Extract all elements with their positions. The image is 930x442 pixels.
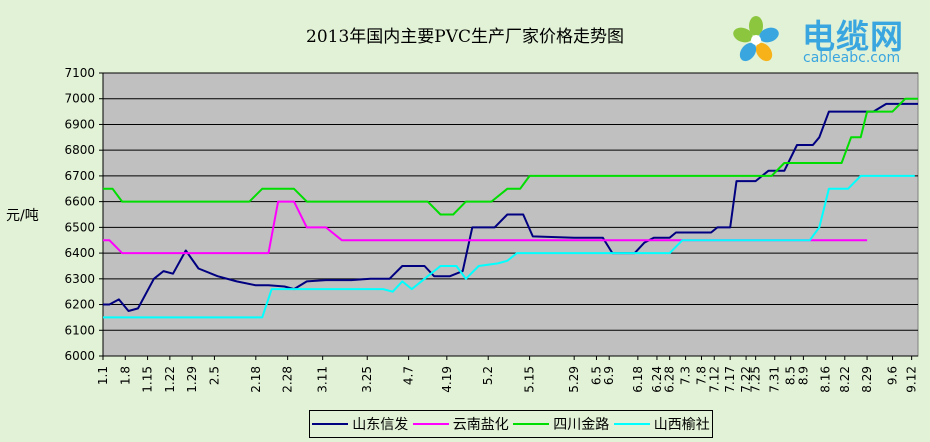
y-tick-label: 6900 <box>64 117 95 131</box>
x-tick-label: 1.15 <box>141 366 155 393</box>
chart-legend: 山东信发 云南盐化 四川金路 山西榆社 <box>309 410 713 438</box>
y-tick-label: 6200 <box>64 298 95 312</box>
legend-label: 云南盐化 <box>452 417 509 433</box>
y-tick-label: 6500 <box>64 220 95 234</box>
y-tick-label: 6100 <box>64 323 95 337</box>
legend-swatch <box>613 423 650 425</box>
x-tick-label: 7.25 <box>749 366 763 393</box>
logo-url: cableabc.com <box>803 50 901 66</box>
x-tick-label: 8.16 <box>819 366 833 393</box>
x-tick-label: 6.5 <box>589 366 603 385</box>
legend-label: 山东信发 <box>352 417 409 433</box>
x-tick-label: 2.18 <box>249 366 263 393</box>
x-tick-label: 4.7 <box>402 366 416 385</box>
y-tick-label: 6000 <box>64 349 95 363</box>
y-tick-label: 7000 <box>64 92 95 106</box>
series-line-3 <box>103 97 918 216</box>
x-tick-label: 1.8 <box>118 366 132 385</box>
x-tick-label: 1.22 <box>163 366 177 393</box>
y-tick-label: 6600 <box>64 195 95 209</box>
x-tick-label: 7.17 <box>723 366 737 393</box>
legend-item-1: 山东信发 <box>312 414 408 434</box>
y-tick-label: 6800 <box>64 143 95 157</box>
y-tick-label: 6700 <box>64 169 95 183</box>
x-tick-label: 5.2 <box>481 366 495 385</box>
x-tick-label: 7.22 <box>739 366 753 393</box>
x-tick-label: 6.9 <box>602 366 616 385</box>
series-line-1 <box>103 102 918 312</box>
legend-label: 四川金路 <box>553 417 610 433</box>
legend-swatch <box>513 423 550 425</box>
x-tick-label: 1.1 <box>96 366 110 385</box>
legend-swatch <box>312 423 349 425</box>
y-axis-label: 元/吨 <box>6 208 39 224</box>
y-tick-label: 6300 <box>64 272 95 286</box>
x-tick-label: 7.12 <box>707 366 721 393</box>
x-tick-label: 3.11 <box>316 366 330 393</box>
x-tick-label: 7.8 <box>695 366 709 385</box>
x-tick-label: 7.3 <box>679 366 693 385</box>
legend-label: 山西榆社 <box>653 417 710 433</box>
y-tick-label: 6400 <box>64 246 95 260</box>
legend-swatch <box>412 423 449 425</box>
x-tick-label: 3.25 <box>360 366 374 393</box>
x-tick-label: 8.22 <box>838 366 852 393</box>
x-tick-label: 4.19 <box>440 366 454 393</box>
x-tick-label: 9.6 <box>886 366 900 385</box>
x-tick-label: 1.29 <box>185 366 199 393</box>
logo-text: 电缆网 <box>802 17 904 56</box>
legend-item-3: 四川金路 <box>513 414 609 434</box>
x-tick-label: 2.5 <box>207 366 221 385</box>
y-tick-label: 7100 <box>64 66 95 80</box>
legend-item-2: 云南盐化 <box>412 414 509 434</box>
chart-title: 2013年国内主要PVC生产厂家价格走势图 <box>306 27 624 47</box>
x-tick-label: 2.28 <box>281 366 295 393</box>
x-tick-label: 6.28 <box>663 366 677 393</box>
legend-item-4: 山西榆社 <box>613 414 710 434</box>
x-tick-label: 8.5 <box>784 366 798 385</box>
x-tick-label: 5.29 <box>567 366 581 393</box>
logo-flower-icon <box>733 16 779 62</box>
series-line-2 <box>103 200 868 255</box>
x-tick-label: 6.24 <box>650 366 664 393</box>
series-line-4 <box>103 174 915 319</box>
x-tick-label: 6.18 <box>631 366 645 393</box>
x-tick-label: 8.29 <box>860 366 874 393</box>
x-tick-label: 7.31 <box>768 366 782 393</box>
x-tick-label: 9.12 <box>905 366 919 393</box>
x-tick-label: 5.15 <box>523 366 537 393</box>
x-tick-label: 8.9 <box>796 366 810 385</box>
